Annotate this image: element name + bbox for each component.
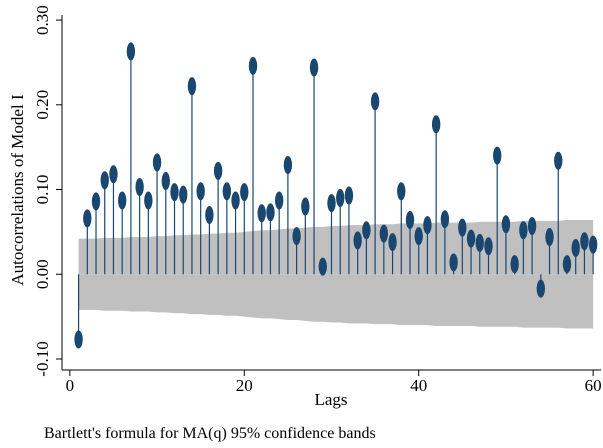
marker <box>301 197 310 216</box>
marker <box>423 216 432 235</box>
y-tick-label: -0.10 <box>33 341 52 376</box>
marker <box>100 171 109 190</box>
marker <box>327 194 336 213</box>
y-tick-label: 0.30 <box>33 5 52 35</box>
marker <box>431 115 441 134</box>
marker <box>213 161 223 180</box>
marker <box>405 211 415 230</box>
marker <box>588 235 598 254</box>
x-tick-label: 60 <box>585 376 602 395</box>
marker <box>292 227 301 246</box>
marker <box>344 186 354 205</box>
marker <box>161 172 170 191</box>
marker <box>397 182 406 201</box>
marker <box>309 58 319 77</box>
marker <box>196 182 205 201</box>
x-tick-label: 0 <box>66 376 75 395</box>
marker <box>257 204 266 223</box>
marker <box>562 255 572 274</box>
marker <box>126 42 136 61</box>
marker <box>449 253 458 272</box>
marker <box>353 231 362 250</box>
marker <box>501 215 511 234</box>
marker <box>571 238 580 257</box>
marker <box>466 229 476 248</box>
marker <box>222 182 232 201</box>
marker <box>152 153 162 172</box>
marker <box>580 232 589 251</box>
marker <box>484 237 493 256</box>
marker <box>527 216 537 235</box>
marker <box>475 233 484 252</box>
marker <box>545 227 554 246</box>
marker <box>370 92 380 111</box>
marker <box>274 191 284 210</box>
marker <box>240 183 249 202</box>
marker <box>283 155 293 174</box>
marker <box>318 257 327 276</box>
marker <box>117 191 127 210</box>
marker <box>91 192 101 211</box>
marker <box>379 224 389 243</box>
marker <box>83 209 92 228</box>
marker <box>493 146 502 165</box>
marker <box>554 151 563 170</box>
marker <box>231 191 240 210</box>
marker <box>458 218 467 237</box>
marker <box>170 183 179 202</box>
marker <box>135 177 144 196</box>
marker <box>536 279 546 298</box>
y-tick-label: 0.00 <box>33 259 52 289</box>
marker <box>519 221 528 240</box>
y-tick-label: 0.20 <box>33 90 52 120</box>
marker <box>510 255 519 274</box>
y-tick-label: 0.10 <box>33 175 52 205</box>
marker <box>440 210 450 229</box>
x-tick-label: 20 <box>236 376 253 395</box>
marker <box>414 227 423 246</box>
marker <box>388 233 397 252</box>
marker <box>266 203 275 222</box>
note: Bartlett's formula for MA(q) 95% confide… <box>44 425 376 442</box>
marker <box>144 191 153 210</box>
marker <box>205 205 214 224</box>
marker <box>362 221 371 240</box>
y-axis-title: Autocorrelations of Model I <box>8 94 27 286</box>
x-axis-title: Lags <box>314 390 347 409</box>
marker <box>109 165 118 184</box>
x-tick-label: 40 <box>410 376 427 395</box>
marker <box>187 77 197 96</box>
marker <box>248 56 258 75</box>
marker <box>179 185 188 204</box>
marker <box>74 330 83 349</box>
confidence-band-lower <box>78 274 594 329</box>
marker <box>336 189 345 208</box>
